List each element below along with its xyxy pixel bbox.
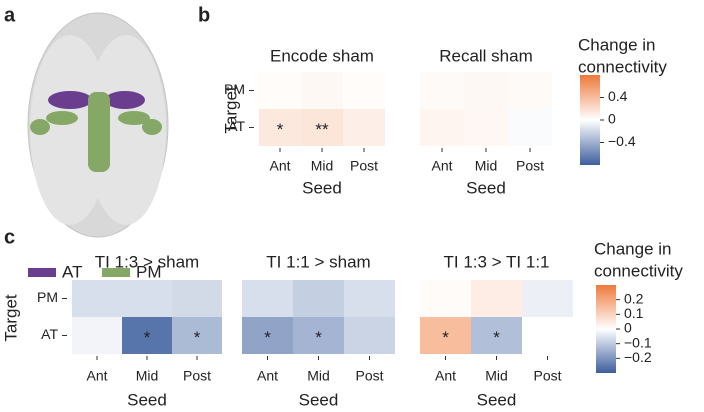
x-tick-label: Ant [257, 368, 278, 384]
colorbar-title: Change in [578, 35, 656, 54]
significance: * [194, 328, 201, 347]
heatmap-cell [420, 72, 464, 109]
heatmap-cell [420, 109, 464, 146]
heatmap-cell [242, 280, 293, 317]
legend-label: AT [62, 262, 82, 281]
x-tick-label: Ant [86, 368, 107, 384]
colorbar-title: connectivity [578, 57, 667, 76]
x-tick-label: Mid [475, 158, 498, 174]
significance: * [264, 328, 271, 347]
heatmap-cell [242, 317, 293, 354]
significance: * [493, 328, 500, 347]
heatmap-cell [293, 317, 344, 354]
colorbar-tick-label: 0 [624, 320, 632, 336]
x-tick-label: Mid [311, 158, 334, 174]
y-tick-label: PM [224, 81, 245, 97]
x-tick-label: Ant [269, 158, 290, 174]
x-axis-label: Seed [466, 178, 506, 197]
heatmap-cell [343, 72, 385, 109]
heatmap-cell [508, 109, 552, 146]
heatmap-cell [420, 317, 471, 354]
panel-letter: b [198, 4, 210, 26]
x-tick-label: Ant [435, 368, 456, 384]
heatmap-title: TI 1:3 > sham [95, 252, 199, 271]
colorbar-tick-label: 0 [608, 111, 616, 127]
x-tick-label: Post [355, 368, 383, 384]
y-axis-label: Target [1, 294, 20, 342]
heatmap-cell [464, 72, 508, 109]
colorbar [596, 285, 616, 373]
colorbar [580, 75, 600, 165]
colorbar-tick-label: −0.4 [608, 133, 636, 149]
x-tick-label: Ant [431, 158, 452, 174]
colorbar-tick-label: −0.1 [624, 334, 652, 350]
significance: * [277, 120, 284, 139]
heatmap-cell [301, 109, 343, 146]
colorbar-title: Change in [594, 239, 672, 258]
panel-letter: c [4, 226, 15, 248]
y-axis-label: Target [221, 86, 240, 134]
heatmap-cell [471, 317, 522, 354]
significance: * [144, 328, 151, 347]
heatmap-cell [508, 72, 552, 109]
heatmap-title: TI 1:1 > sham [266, 252, 370, 271]
significance: * [442, 328, 449, 347]
x-tick-label: Mid [307, 368, 330, 384]
y-tick-label: AT [41, 326, 58, 342]
legend-label: PM [136, 262, 162, 281]
heatmap-cell [464, 109, 508, 146]
heatmap-cell [122, 317, 172, 354]
x-tick-label: Post [183, 368, 211, 384]
x-axis-label: Seed [299, 390, 339, 409]
heatmap-title: TI 1:3 > TI 1:1 [444, 252, 550, 271]
y-tick-label: PM [37, 289, 58, 305]
heatmap-cell [293, 280, 344, 317]
x-axis-label: Seed [127, 390, 167, 409]
heatmap-title: Encode sham [270, 46, 374, 65]
heatmap-cell [72, 317, 122, 354]
x-tick-label: Post [350, 158, 378, 174]
heatmap-cell [344, 280, 395, 317]
x-axis-label: Seed [477, 390, 517, 409]
y-tick-label: AT [228, 118, 245, 134]
panel-letter: a [4, 4, 16, 26]
colorbar-tick-label: 0.4 [608, 88, 628, 104]
x-axis-label: Seed [302, 178, 342, 197]
heatmap-cell [344, 317, 395, 354]
colorbar-tick-label: −0.2 [624, 349, 652, 365]
heatmap-cell [343, 109, 385, 146]
heatmap-cell [122, 280, 172, 317]
heatmap-cell [72, 280, 122, 317]
heatmap-title: Recall sham [439, 46, 533, 65]
heatmap-cell [301, 72, 343, 109]
x-tick-label: Post [533, 368, 561, 384]
brain-illustration [27, 12, 169, 238]
legend-swatch [102, 268, 130, 277]
heatmap-cell [522, 280, 573, 317]
x-tick-label: Mid [136, 368, 159, 384]
heatmap-cell [471, 280, 522, 317]
colorbar-tick-label: 0.1 [624, 305, 644, 321]
heatmap-cell [172, 280, 222, 317]
heatmap-cell [420, 280, 471, 317]
colorbar-title: connectivity [594, 261, 683, 280]
significance: * [315, 328, 322, 347]
colorbar-tick-label: 0.2 [624, 290, 644, 306]
x-tick-label: Post [516, 158, 544, 174]
heatmap-cell [522, 317, 573, 354]
x-tick-label: Mid [485, 368, 508, 384]
significance: ** [315, 120, 329, 139]
heatmap-cell [259, 72, 301, 109]
heatmap-cell [172, 317, 222, 354]
heatmap-cell [259, 109, 301, 146]
legend-swatch [28, 268, 56, 277]
